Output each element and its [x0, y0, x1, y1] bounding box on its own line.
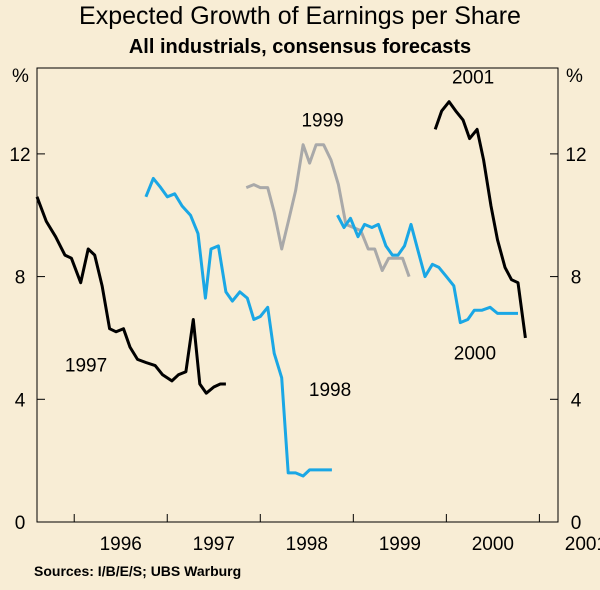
series-line-2001 [433, 100, 527, 339]
series-line-1997 [35, 196, 226, 395]
chart-subtitle: All industrials, consensus forecasts [128, 36, 472, 58]
ytick-label-left-4: 4 [15, 390, 26, 411]
ytick-label-right-0: 0 [571, 513, 582, 534]
xtick-label-1999: 1999 [379, 534, 421, 555]
source-note: Sources: I/B/E/S; UBS Warburg [34, 563, 242, 579]
series-line-1998 [144, 176, 332, 478]
series-label-1998: 1998 [309, 380, 351, 401]
xtick-label-2001: 2001 [565, 534, 600, 555]
right-axis-unit: % [566, 66, 583, 87]
left-axis-unit: % [12, 66, 29, 87]
xtick-label-1998: 1998 [286, 534, 328, 555]
series-line-2000 [336, 214, 518, 325]
xtick-label-1997: 1997 [193, 534, 235, 555]
series-label-2000: 2000 [454, 343, 496, 364]
ytick-label-left-8: 8 [15, 268, 26, 289]
series-label-1997: 1997 [65, 356, 107, 377]
series-label-2001: 2001 [452, 67, 494, 88]
plot-frame [36, 67, 559, 523]
ytick-label-right-8: 8 [571, 268, 582, 289]
ytick-label-right-12: 12 [565, 145, 586, 166]
series-label-1999: 1999 [301, 110, 343, 131]
xtick-label-1996: 1996 [100, 534, 142, 555]
ytick-label-left-0: 0 [15, 513, 26, 534]
ytick-label-left-12: 12 [9, 145, 30, 166]
chart-title: Expected Growth of Earnings per Share [79, 2, 521, 30]
ytick-label-right-4: 4 [571, 390, 582, 411]
xtick-label-2000: 2000 [472, 534, 514, 555]
series-line-1999 [245, 143, 411, 278]
